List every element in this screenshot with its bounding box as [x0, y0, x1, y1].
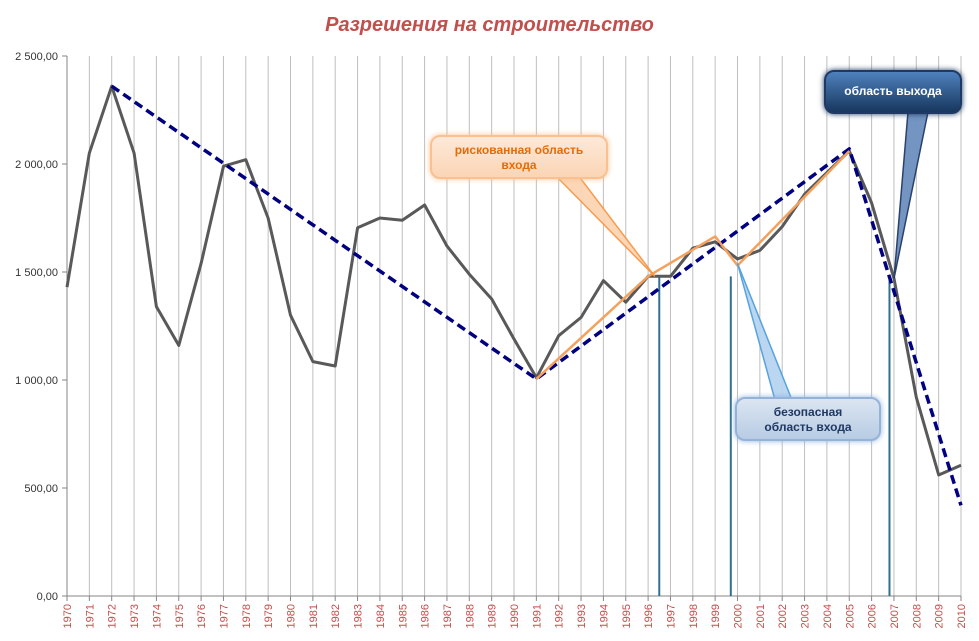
x-tick-label: 2000 — [733, 604, 745, 628]
y-tick-label: 0,00 — [37, 591, 58, 603]
x-tick-label: 1991 — [531, 604, 543, 628]
callout-risky-line-2: входа — [501, 158, 537, 172]
x-tick-label: 1998 — [688, 604, 700, 628]
x-tick-label: 1971 — [84, 604, 96, 628]
y-tick-label: 2 500,00 — [15, 51, 58, 63]
series-line — [65, 84, 962, 477]
x-tick-label: 1970 — [62, 604, 74, 628]
x-tick-label: 2005 — [844, 604, 856, 628]
x-tick-label: 1988 — [464, 604, 476, 628]
callout-exit-line-1: область выхода — [844, 84, 942, 98]
x-tick-label: 2003 — [800, 604, 812, 628]
x-tick-label: 1997 — [665, 604, 677, 628]
x-tick-label: 1974 — [151, 604, 163, 628]
callout-risky-line-1: рискованная область — [454, 143, 584, 157]
x-tick-label: 1984 — [375, 604, 387, 628]
x-tick-label: 1979 — [263, 604, 275, 628]
x-tick-label: 1981 — [308, 604, 320, 628]
x-tick-label: 1996 — [643, 604, 655, 628]
x-tick-label: 1977 — [218, 604, 230, 628]
x-tick-label: 2001 — [755, 604, 767, 628]
x-tick-label: 1986 — [420, 604, 432, 628]
marker-layer — [658, 276, 891, 596]
x-tick-label: 1982 — [330, 604, 342, 628]
x-tick-label: 1980 — [286, 604, 298, 628]
y-tick-label: 1 500,00 — [15, 267, 58, 279]
trendline-dashed — [110, 84, 963, 506]
callout-risky-entry: рискованная область входа — [430, 135, 608, 179]
trendline-solid — [535, 150, 851, 380]
x-tick-label: 1978 — [241, 604, 253, 628]
x-tick-label: 1987 — [442, 604, 454, 628]
callout-safe-entry: безопасная область входа — [735, 397, 881, 441]
x-tick-label: 2008 — [911, 604, 923, 628]
trend-layer — [110, 84, 963, 506]
x-tick-label: 1990 — [509, 604, 521, 628]
x-tick-label: 1972 — [107, 604, 119, 628]
series-layer — [65, 84, 962, 477]
x-tick-label: 1994 — [598, 604, 610, 628]
x-tick-label: 1995 — [621, 604, 633, 628]
x-tick-label: 1999 — [710, 604, 722, 628]
x-tick-label: 1975 — [174, 604, 186, 628]
x-tick-label: 1976 — [196, 604, 208, 628]
chart-title: Разрешения на строительство — [325, 14, 654, 36]
callout-pointer — [736, 263, 794, 401]
callout-pointer — [553, 174, 656, 277]
label-layer: 1970 1971 1972 1973 1974 1975 1976 1977 1978 1979… — [15, 51, 968, 628]
x-tick-label: 2006 — [867, 604, 879, 628]
x-tick-label: 2010 — [956, 604, 968, 628]
callout-safe-line-2: область входа — [764, 420, 852, 434]
callout-safe-line-1: безопасная — [773, 405, 843, 419]
callout-pointer — [893, 111, 929, 279]
callout-exit-zone: область выхода — [824, 70, 962, 114]
x-tick-label: 1973 — [129, 604, 141, 628]
x-tick-label: 1989 — [487, 604, 499, 628]
x-tick-label: 1985 — [397, 604, 409, 628]
x-tick-label: 1993 — [576, 604, 588, 628]
x-tick-label: 2002 — [777, 604, 789, 628]
y-tick-label: 500,00 — [24, 483, 58, 495]
x-tick-label: 1992 — [554, 604, 566, 628]
x-tick-label: 1983 — [353, 604, 365, 628]
axis-layer — [62, 55, 962, 601]
x-tick-label: 2007 — [889, 604, 901, 628]
x-tick-label: 2004 — [822, 604, 834, 628]
y-tick-label: 2 000,00 — [15, 159, 58, 171]
y-tick-label: 1 000,00 — [15, 375, 58, 387]
x-tick-label: 2009 — [934, 604, 946, 628]
